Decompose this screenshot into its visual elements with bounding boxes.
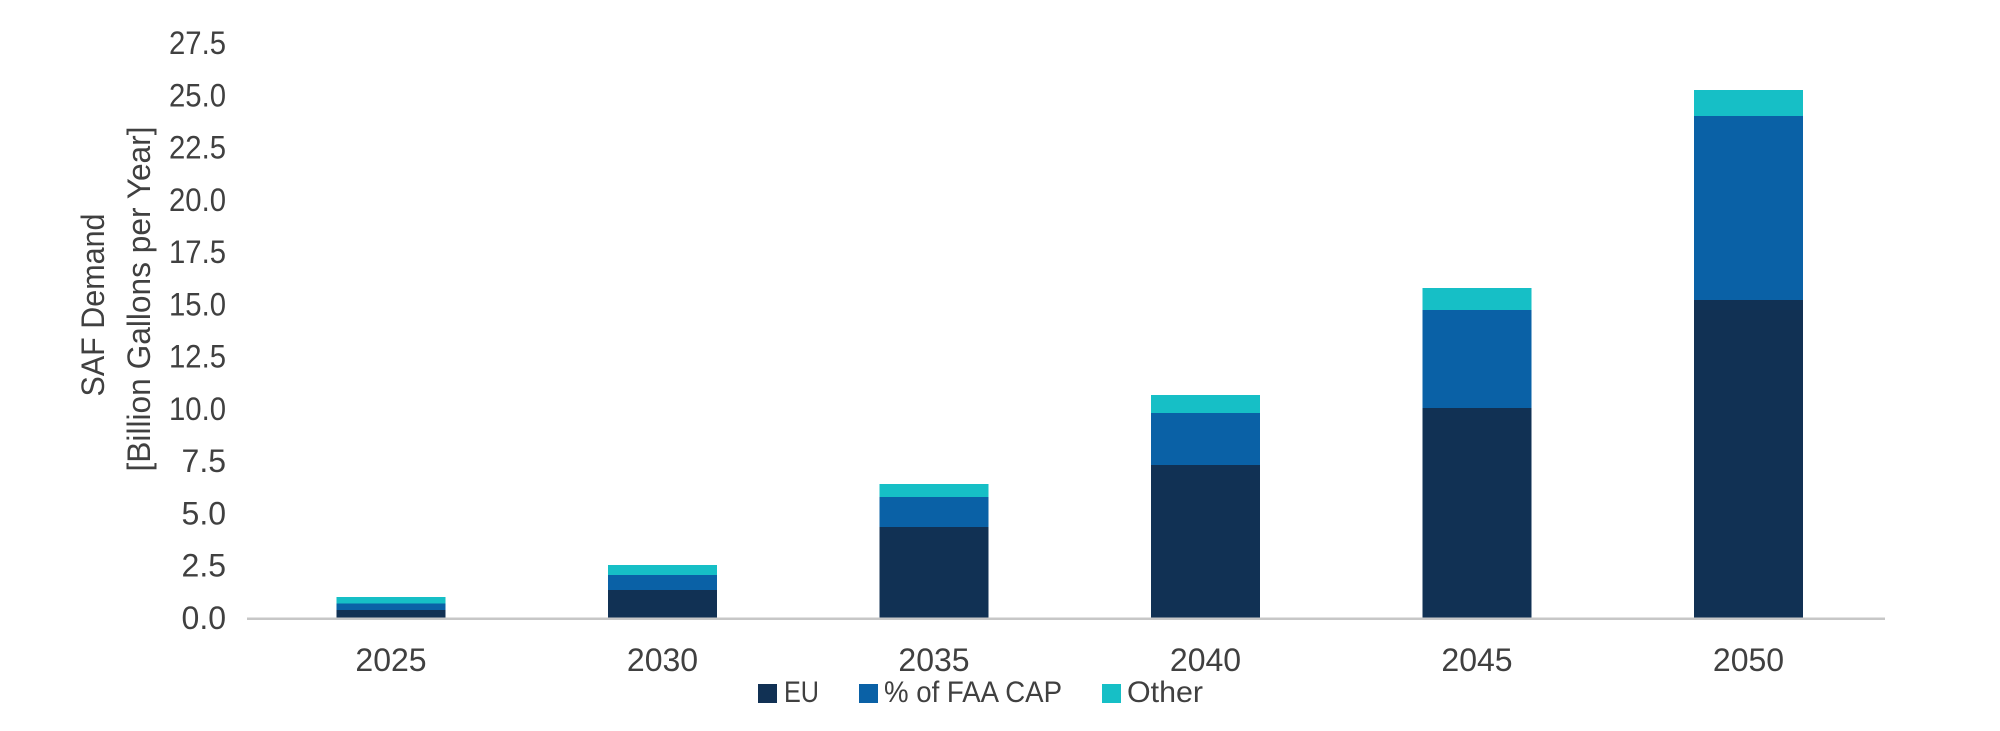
svg-text:10.0: 10.0 (169, 391, 226, 427)
svg-text:20.0: 20.0 (169, 182, 226, 218)
svg-text:2025: 2025 (355, 642, 426, 678)
svg-text:17.5: 17.5 (169, 234, 226, 270)
svg-text:EU: EU (784, 676, 819, 709)
svg-text:[Billion Gallons per Year]: [Billion Gallons per Year] (121, 127, 157, 472)
svg-text:15.0: 15.0 (169, 286, 226, 322)
svg-text:2035: 2035 (898, 642, 969, 678)
svg-text:% of FAA CAP: % of FAA CAP (884, 676, 1062, 709)
svg-text:Other: Other (1127, 676, 1203, 709)
svg-text:2050: 2050 (1713, 642, 1784, 678)
svg-text:5.0: 5.0 (182, 495, 226, 531)
svg-text:2045: 2045 (1441, 642, 1512, 678)
svg-text:0.0: 0.0 (182, 600, 226, 636)
svg-text:25.0: 25.0 (169, 77, 226, 113)
svg-text:2030: 2030 (627, 642, 698, 678)
svg-text:2040: 2040 (1170, 642, 1241, 678)
svg-text:27.5: 27.5 (169, 25, 226, 61)
svg-text:SAF Demand: SAF Demand (75, 214, 111, 397)
svg-text:12.5: 12.5 (169, 339, 226, 375)
svg-text:22.5: 22.5 (169, 130, 226, 166)
svg-text:2.5: 2.5 (182, 548, 226, 584)
svg-text:7.5: 7.5 (182, 443, 226, 479)
